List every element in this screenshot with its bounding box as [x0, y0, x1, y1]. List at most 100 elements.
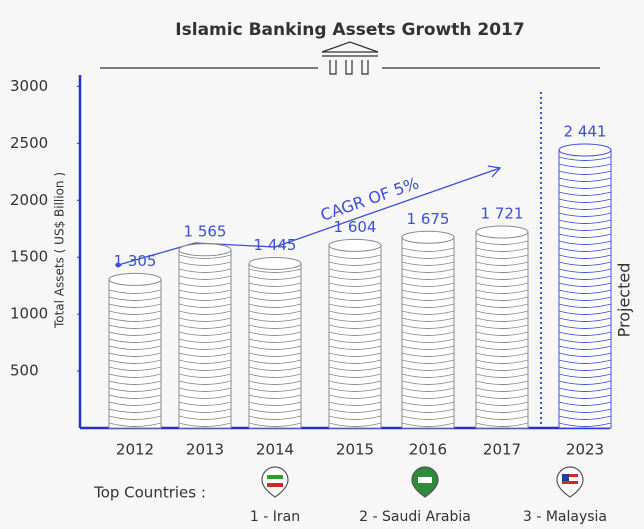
coin	[248, 352, 302, 357]
coin	[248, 289, 302, 294]
coin	[178, 366, 232, 371]
coin	[328, 408, 382, 413]
coin	[328, 303, 382, 308]
top-countries-label: Top Countries :	[93, 484, 206, 502]
coin	[248, 359, 302, 364]
coin	[178, 282, 232, 287]
coin	[401, 380, 455, 385]
coin	[248, 394, 302, 399]
coin	[401, 408, 455, 413]
value-label: 1 445	[254, 236, 297, 254]
country: 1 - Iran	[250, 509, 300, 525]
bar	[178, 249, 232, 429]
x-tick-label: 2023	[566, 441, 604, 459]
coin	[178, 338, 232, 343]
coin	[328, 366, 382, 371]
coin	[558, 163, 612, 168]
coin	[108, 366, 162, 371]
coin	[558, 205, 612, 210]
coin	[558, 212, 612, 217]
coin	[328, 394, 382, 399]
coin	[108, 401, 162, 406]
coin	[558, 184, 612, 189]
coin	[108, 422, 162, 427]
coin	[108, 296, 162, 301]
coin	[108, 408, 162, 413]
coin	[558, 156, 612, 161]
coin	[178, 408, 232, 413]
coin	[178, 331, 232, 336]
coin	[178, 422, 232, 427]
y-tick-label: 2500	[10, 134, 48, 152]
coin	[248, 317, 302, 322]
coin	[328, 289, 382, 294]
coin	[401, 282, 455, 287]
coin	[401, 275, 455, 280]
coin	[108, 415, 162, 420]
coin	[178, 268, 232, 273]
coin	[475, 261, 529, 266]
coin	[401, 317, 455, 322]
coin-top	[558, 143, 612, 157]
x-tick-label: 2015	[336, 441, 374, 459]
coin	[328, 401, 382, 406]
coin	[248, 275, 302, 280]
coin	[475, 359, 529, 364]
coin	[558, 275, 612, 280]
coin	[328, 387, 382, 392]
value-label: 1 604	[334, 218, 377, 236]
coin	[475, 338, 529, 343]
coin	[328, 338, 382, 343]
coin	[558, 233, 612, 238]
coin	[401, 373, 455, 378]
coin	[178, 324, 232, 329]
coin	[108, 303, 162, 308]
coin	[108, 331, 162, 336]
coin	[558, 198, 612, 203]
coin	[108, 338, 162, 343]
coin	[558, 310, 612, 315]
coin	[248, 303, 302, 308]
coin	[328, 296, 382, 301]
coin	[328, 415, 382, 420]
coin	[475, 373, 529, 378]
chart-title: Islamic Banking Assets Growth 2017	[175, 20, 524, 40]
coin	[558, 373, 612, 378]
coin	[248, 310, 302, 315]
coin	[401, 338, 455, 343]
coin	[108, 345, 162, 350]
coin-top	[108, 272, 162, 286]
coin	[401, 345, 455, 350]
coin	[328, 254, 382, 259]
bar	[328, 244, 382, 429]
x-tick-label: 2013	[186, 441, 224, 459]
coin	[178, 345, 232, 350]
coin	[248, 387, 302, 392]
coin-top	[475, 225, 529, 239]
value-label: 1 721	[481, 205, 524, 223]
coin	[475, 289, 529, 294]
coin	[558, 254, 612, 259]
coin	[248, 338, 302, 343]
coin	[558, 415, 612, 420]
coin	[248, 331, 302, 336]
coin	[401, 268, 455, 273]
coin	[248, 282, 302, 287]
projected-label: Projected	[615, 263, 634, 338]
coin	[328, 275, 382, 280]
coin	[558, 247, 612, 252]
coin	[248, 373, 302, 378]
coin	[178, 415, 232, 420]
coin	[328, 310, 382, 315]
y-axis-label: Total Assets ( US$ Billion )	[53, 172, 67, 329]
coin	[248, 324, 302, 329]
value-label: 1 305	[114, 252, 157, 270]
coin	[558, 296, 612, 301]
coin	[401, 296, 455, 301]
y-tick-label: 500	[10, 362, 39, 380]
coin	[328, 261, 382, 266]
coin	[328, 352, 382, 357]
coin	[475, 422, 529, 427]
coin	[178, 296, 232, 301]
coin	[401, 254, 455, 259]
